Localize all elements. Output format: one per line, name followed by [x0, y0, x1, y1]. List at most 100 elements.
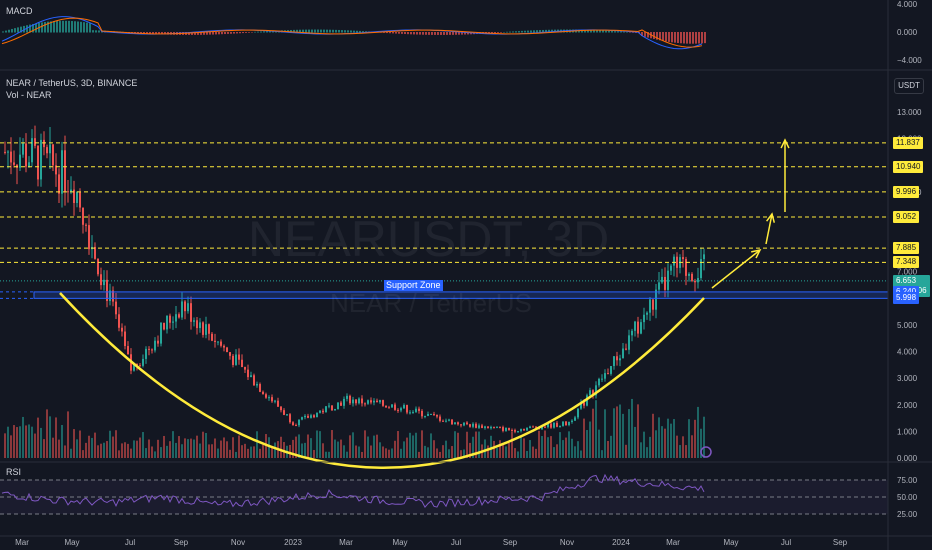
- volume-bar: [619, 404, 621, 458]
- volume-bar: [253, 446, 255, 458]
- macd-histogram-bar: [266, 31, 268, 33]
- macd-histogram-bar: [227, 32, 229, 34]
- candle-body: [364, 403, 366, 405]
- rsi-tick-label: 75.00: [897, 476, 918, 485]
- candle-body: [391, 404, 393, 408]
- candle-body: [199, 322, 201, 329]
- price-tick-label: 2.000: [897, 401, 918, 410]
- candle-body: [307, 415, 309, 418]
- volume-bar: [337, 441, 339, 458]
- macd-tick-label: −4.000: [897, 56, 922, 65]
- candle-body: [673, 256, 675, 266]
- macd-histogram-bar: [629, 32, 631, 33]
- volume-bar: [289, 444, 291, 458]
- candle-body: [700, 259, 702, 279]
- volume-bar: [466, 431, 468, 458]
- candle-body: [592, 390, 594, 396]
- candle-body: [88, 225, 90, 250]
- candle-body: [490, 426, 492, 429]
- volume-bar: [157, 439, 159, 458]
- candle-body: [340, 402, 342, 406]
- candle-body: [235, 354, 237, 365]
- macd-histogram-bar: [440, 32, 442, 35]
- price-tick-label: 0.000: [897, 454, 918, 463]
- macd-histogram-bar: [428, 32, 430, 35]
- candle-body: [268, 397, 270, 399]
- volume-bar: [241, 445, 243, 458]
- volume-bar: [367, 436, 369, 458]
- macd-histogram-bar: [215, 32, 217, 35]
- candle-body: [178, 314, 180, 318]
- macd-histogram-bar: [5, 30, 7, 33]
- candle-body: [256, 384, 258, 386]
- volume-bar: [376, 434, 378, 458]
- macd-histogram-bar: [656, 32, 658, 40]
- candle-body: [571, 420, 573, 422]
- volume-bar: [169, 441, 171, 458]
- candle-body: [7, 151, 9, 153]
- macd-histogram-bar: [509, 31, 511, 33]
- volume-bar: [502, 443, 504, 458]
- macd-histogram-bar: [386, 32, 388, 34]
- macd-histogram-bar: [401, 32, 403, 34]
- volume-bar: [184, 438, 186, 458]
- volume-bar: [439, 451, 441, 458]
- candle-body: [127, 346, 129, 355]
- time-tick-label: Sep: [833, 538, 848, 547]
- macd-histogram-bar: [443, 32, 445, 35]
- volume-bar: [493, 440, 495, 458]
- candle-body: [439, 416, 441, 421]
- candle-body: [505, 427, 507, 431]
- volume-bar: [313, 450, 315, 458]
- candle-body: [244, 367, 246, 370]
- macd-histogram-bar: [29, 24, 31, 33]
- macd-histogram-bar: [50, 21, 52, 33]
- candle-body: [4, 151, 6, 153]
- macd-histogram-bar: [455, 32, 457, 35]
- candle-body: [652, 299, 654, 310]
- volume-bar: [106, 441, 108, 458]
- candle-body: [625, 348, 627, 350]
- macd-histogram-bar: [338, 29, 340, 33]
- candle-body: [568, 421, 570, 426]
- price-tick-label: 3.000: [897, 374, 918, 383]
- candle-body: [325, 406, 327, 413]
- candle-body: [43, 139, 45, 148]
- candle-body: [637, 321, 639, 334]
- volume-bar: [79, 430, 81, 458]
- macd-histogram-bar: [149, 32, 151, 34]
- candle-body: [172, 321, 174, 323]
- macd-histogram-bar: [548, 29, 550, 33]
- candle-body: [208, 324, 210, 334]
- volume-bar: [412, 435, 414, 458]
- macd-histogram-bar: [695, 32, 697, 44]
- volume-bar: [55, 417, 57, 458]
- macd-histogram-bar: [515, 31, 517, 33]
- candle-body: [664, 276, 666, 290]
- macd-histogram-bar: [242, 32, 244, 34]
- volume-bar: [610, 435, 612, 458]
- candle-body: [154, 340, 156, 351]
- volume-bar: [340, 439, 342, 458]
- macd-histogram-bar: [41, 22, 43, 33]
- time-tick-label: Mar: [15, 538, 29, 547]
- volume-bar: [565, 437, 567, 458]
- volume-bar: [229, 449, 231, 458]
- candle-body: [343, 398, 345, 406]
- volume-bar: [622, 413, 624, 458]
- time-tick-label: May: [64, 538, 79, 547]
- macd-histogram-bar: [140, 32, 142, 34]
- candle-body: [361, 398, 363, 404]
- macd-histogram-bar: [59, 20, 61, 33]
- macd-histogram-bar: [692, 32, 694, 44]
- volume-bar: [433, 440, 435, 458]
- macd-histogram-bar: [209, 32, 211, 35]
- candle-body: [694, 280, 696, 283]
- volume-bar: [112, 436, 114, 458]
- macd-histogram-bar: [335, 29, 337, 33]
- volume-bar: [196, 435, 198, 458]
- currency-unit-button[interactable]: USDT: [894, 78, 924, 94]
- candle-body: [253, 375, 255, 386]
